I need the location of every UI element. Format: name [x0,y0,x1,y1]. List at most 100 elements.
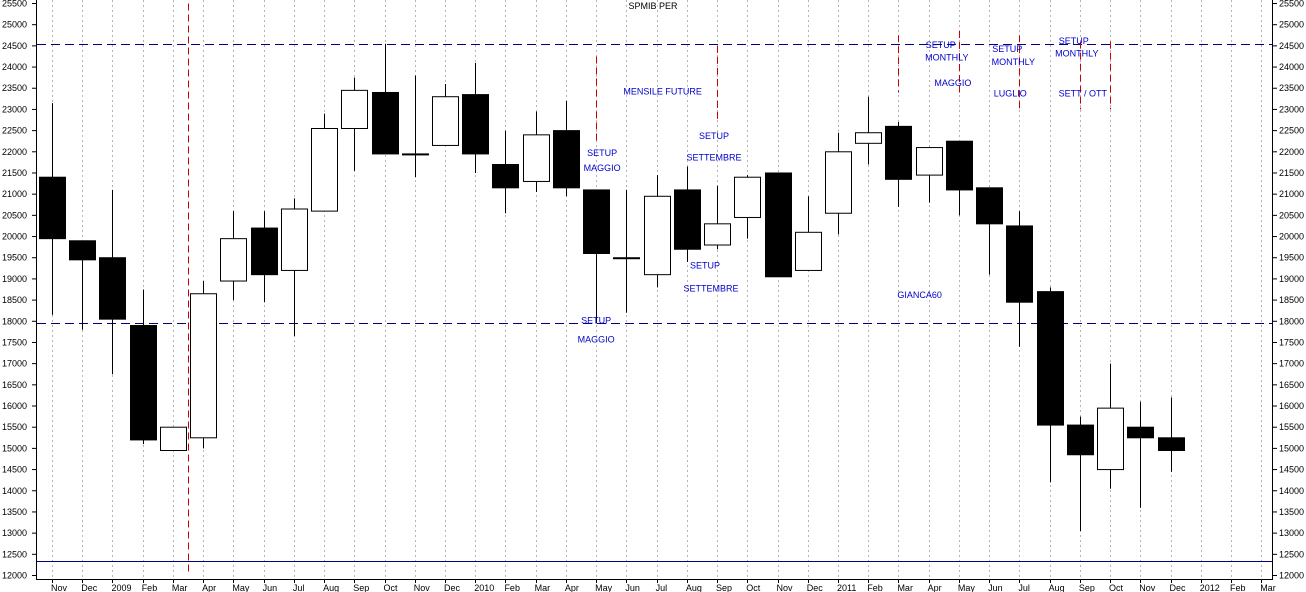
x-tick-label: Aug [686,583,702,592]
candle-body [916,147,943,176]
x-tick-label: Nov [414,583,431,592]
y-tick-label-left: 24000 [2,62,27,72]
candle-body [341,89,368,129]
x-tick-label: Oct [1109,583,1124,592]
candle-body [492,164,519,189]
y-tick-label-left: 17500 [2,337,27,347]
annotation-label: SETTEMBRE [687,152,742,162]
candle-body [372,91,399,155]
y-tick-label-right: 25000 [1279,20,1304,30]
y-tick-label-left: 22000 [2,147,27,157]
x-tick-label: Sep [716,583,732,592]
x-tick-label: Mar [1260,583,1276,592]
vertical-markers [188,3,1111,576]
candle-body [795,231,822,271]
annotation-label: SETUP [926,40,956,50]
x-tick-label: Dec [444,583,461,592]
annotation-label: SETUP [699,131,729,141]
x-tick-label: Jun [263,583,278,592]
annotation-label: GIANCA60 [897,290,942,300]
chart-title: SPMIB PER [628,1,678,11]
candle-body [704,223,731,246]
candle-body [1097,407,1124,471]
y-tick-label-left: 22500 [2,126,27,136]
x-tick-label: 2009 [111,583,131,592]
candle-body [1158,437,1185,452]
candles [39,43,1185,532]
x-tick-label: May [595,583,613,592]
y-tick-label-right: 13500 [1279,507,1304,517]
y-tick-label-right: 18000 [1279,316,1304,326]
x-tick-label: 2012 [1200,583,1220,592]
annotation-label: SETTEMBRE [684,284,739,294]
candle-body [553,130,580,189]
candle-body [825,151,852,214]
y-tick-label-right: 22500 [1279,126,1304,136]
x-tick-label: Jul [656,583,668,592]
y-tick-label-right: 12000 [1279,571,1304,581]
y-tick-label-left: 18500 [2,295,27,305]
y-tick-label-right: 24000 [1279,62,1304,72]
y-tick-label-right: 23500 [1279,83,1304,93]
y-tick-label-left: 23500 [2,83,27,93]
y-tick-label-left: 25000 [2,20,27,30]
y-tick-label-left: 16000 [2,401,27,411]
y-tick-label-right: 14000 [1279,486,1304,496]
y-tick-label-right: 20500 [1279,210,1304,220]
candle-body [885,125,912,180]
x-tick-labels: Nov Dec 2009 Feb Mar Apr May Jun Jul Aug Sep Oct Nov… [51,579,1276,592]
x-tick-label: Feb [867,583,883,592]
y-tick-label-left: 20000 [2,232,27,242]
x-tick-label: Feb [504,583,520,592]
annotation-label: MAGGIO [578,334,615,344]
candle-body [674,189,701,250]
y-tick-label-right: 25500 [1279,0,1304,9]
y-tick-label-left: 12500 [2,549,27,559]
x-tick-label: Mar [535,583,551,592]
candle-body [39,176,66,240]
x-tick-label: Nov [51,583,68,592]
annotation-label: MAGGIO [934,78,971,88]
candle-body [946,140,973,191]
candle-body [734,176,761,218]
y-tick-label-right: 24500 [1279,41,1304,51]
y-tick-label-left: 13500 [2,507,27,517]
x-tick-label: Apr [565,583,579,592]
y-tick-label-right: 17500 [1279,337,1304,347]
y-tick-label-right: 19000 [1279,274,1304,284]
y-tick-label-right: 23000 [1279,104,1304,114]
candle-body [402,153,429,156]
candle-body [1067,424,1094,456]
y-tick-label-left: 25500 [2,0,27,9]
y-tick-label-right: 12500 [1279,549,1304,559]
y-tick-label-left: 21000 [2,189,27,199]
x-tick-label: May [232,583,250,592]
annotations: SETUP MAGGIO SETUP MAGGIO MENSILE FUTURE SETU… [578,36,1108,345]
candle-body [160,426,187,452]
x-tick-label: Dec [807,583,824,592]
candle-body [281,208,308,271]
x-tick-label: Feb [1230,583,1246,592]
y-tick-label-left: 24500 [2,41,27,51]
x-tick-label: Feb [142,583,158,592]
annotation-label: MONTHLY [992,57,1035,67]
annotation-label: MENSILE FUTURE [623,87,702,97]
y-tick-label-right: 15500 [1279,422,1304,432]
y-tick-label-right: 20000 [1279,232,1304,242]
candle-body [69,240,96,261]
x-tick-label: Nov [777,583,794,592]
candle-body [311,127,338,212]
y-tick-label-right: 17000 [1279,359,1304,369]
candle-body [855,132,882,144]
y-tick-label-left: 14000 [2,486,27,496]
y-tick-label-left: 16500 [2,380,27,390]
annotation-label: MONTHLY [1055,48,1098,58]
annotation-label: SETUP [1059,36,1089,46]
y-tick-label-left: 20500 [2,210,27,220]
y-tick-label-right: 14500 [1279,465,1304,475]
x-tick-label: May [958,583,976,592]
y-tick-label-right: 16500 [1279,380,1304,390]
y-tick-label-right: 15000 [1279,443,1304,453]
x-tick-label: Oct [746,583,761,592]
x-tick-label: 2011 [837,583,856,592]
